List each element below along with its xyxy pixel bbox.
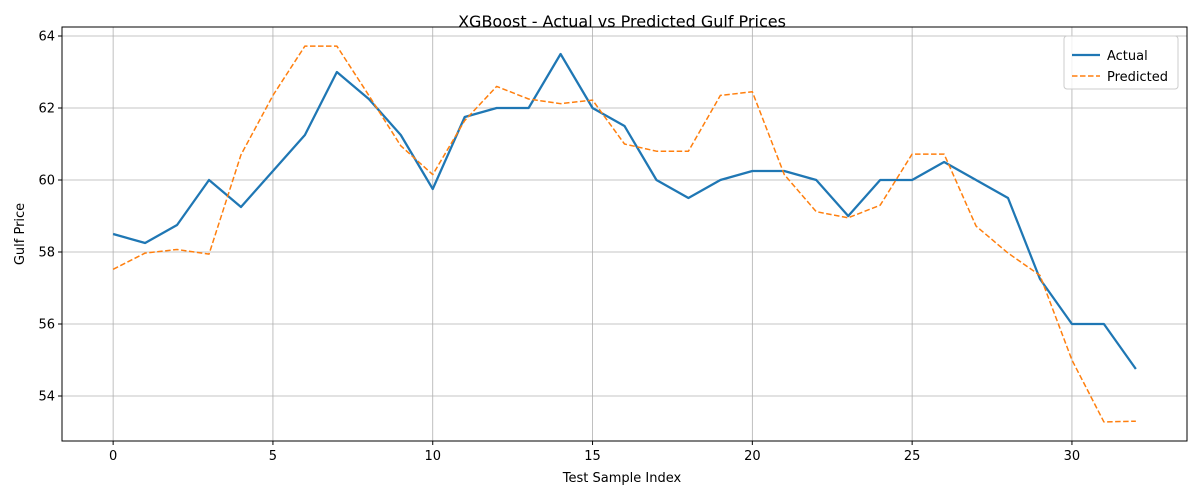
y-tick-label: 56 (38, 318, 55, 333)
x-tick-label: 25 (904, 449, 921, 464)
x-tick-label: 0 (109, 449, 117, 464)
y-tick-label: 64 (38, 30, 55, 45)
y-tick-label: 58 (38, 246, 55, 261)
y-tick-label: 60 (38, 174, 55, 189)
series-layer (112, 45, 1137, 423)
x-tick-label: 5 (269, 449, 277, 464)
y-axis-label: Gulf Price (13, 203, 28, 265)
chart-title: XGBoost - Actual vs Predicted Gulf Price… (458, 12, 786, 31)
x-tick-label: 10 (424, 449, 441, 464)
plot-area (61, 26, 1188, 442)
y-axis: 54 56 58 60 62 64 (38, 30, 62, 405)
x-tick-label: 20 (744, 449, 761, 464)
x-tick-label: 15 (584, 449, 601, 464)
y-tick-label: 54 (38, 390, 55, 405)
series-line-predicted (112, 45, 1136, 423)
x-axis: 0 5 10 15 20 25 30 (109, 441, 1080, 464)
grid (62, 27, 1187, 441)
series-line-actual (112, 52, 1137, 370)
legend: Actual Predicted (1063, 35, 1179, 90)
x-tick-label: 30 (1064, 449, 1081, 464)
legend-label: Actual (1107, 49, 1148, 64)
x-axis-label: Test Sample Index (562, 471, 682, 486)
legend-label: Predicted (1107, 70, 1168, 85)
y-tick-label: 62 (38, 102, 55, 117)
